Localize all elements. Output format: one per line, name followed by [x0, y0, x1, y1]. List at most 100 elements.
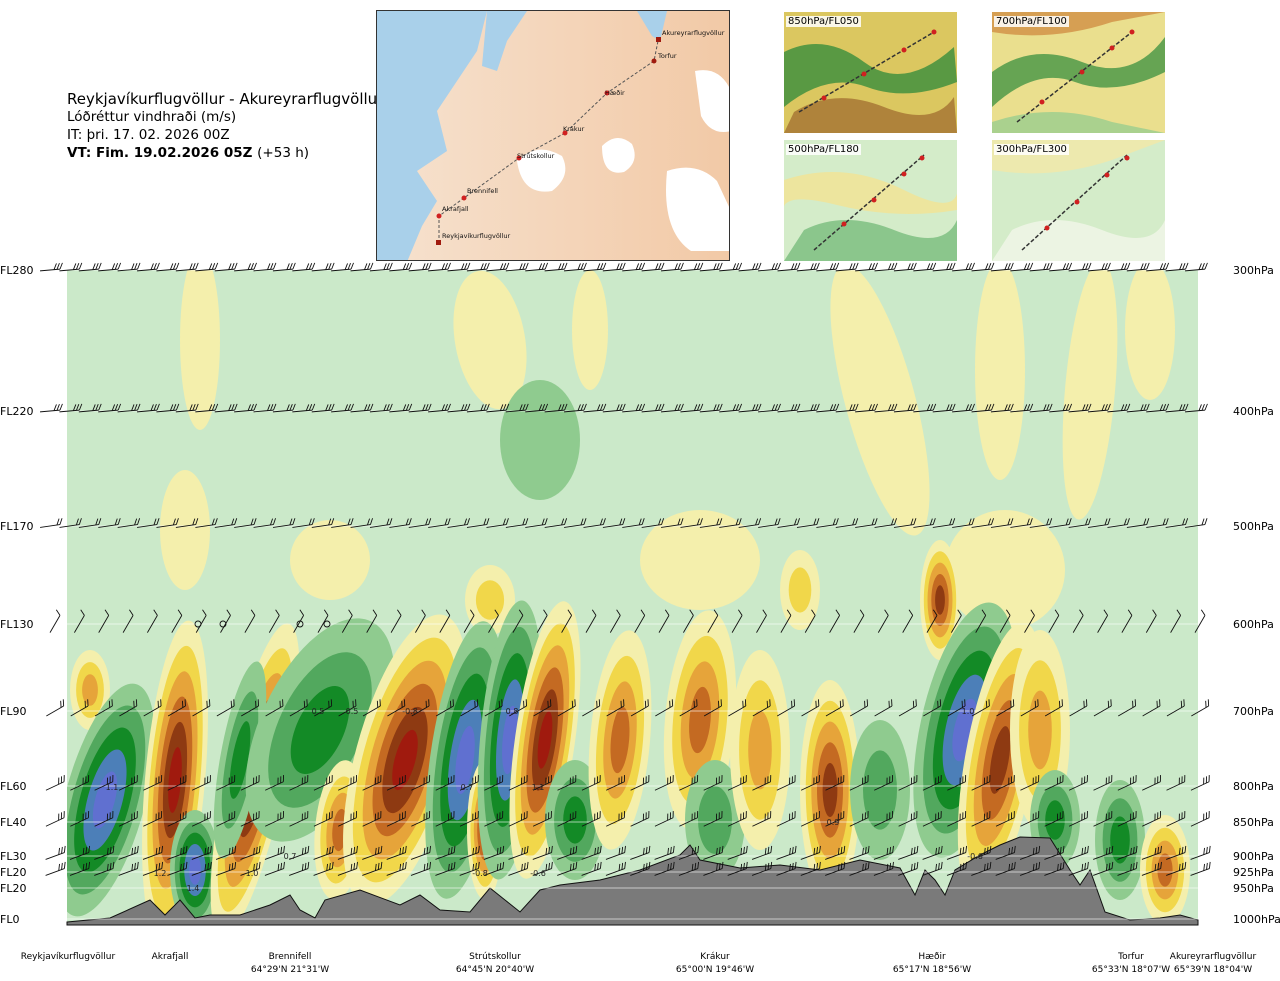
wind-barb — [926, 609, 938, 633]
wind-barb — [699, 518, 723, 528]
downdraft-cell — [588, 630, 652, 850]
wind-barb — [234, 262, 257, 272]
wind-barb — [1118, 699, 1137, 717]
wind-barb — [119, 699, 138, 717]
wind-barb — [758, 262, 781, 272]
value-label: 1.1 — [106, 783, 119, 792]
wind-barb — [703, 699, 722, 717]
wind-barb — [136, 403, 160, 413]
wind-barb — [338, 811, 357, 827]
wind-barb — [369, 403, 393, 413]
map-label: Reykjavíkurflugvöllur — [442, 232, 511, 240]
flight-level-label: FL0 — [0, 913, 19, 926]
wind-barb — [777, 699, 796, 717]
downdraft-cell — [830, 270, 930, 536]
wind-barb — [641, 262, 665, 272]
wind-barb — [122, 609, 134, 633]
value-label: 0.7 — [284, 852, 297, 861]
location-label: Akureyrarflugvöllur — [1170, 952, 1257, 962]
downdraft-cell — [180, 270, 220, 430]
thumbnail-300hpa[interactable]: 300hPa/FL300 — [992, 140, 1165, 261]
wind-barb — [655, 699, 674, 717]
location-coord: 64°29'N 21°31'W — [251, 965, 329, 975]
wind-barb — [1020, 699, 1039, 717]
route-points — [436, 37, 661, 245]
wind-barb — [583, 262, 607, 272]
wind-barb — [902, 609, 914, 633]
wind-barb — [536, 609, 548, 633]
wind-barb — [1142, 811, 1161, 827]
wind-barb — [952, 403, 975, 413]
wind-barb — [923, 699, 942, 717]
wind-barb — [78, 262, 102, 272]
wind-barb — [1093, 811, 1113, 827]
wind-barb — [561, 609, 572, 633]
wind-barb — [630, 861, 651, 876]
wind-barb — [1141, 845, 1162, 860]
wind-barb — [796, 262, 820, 272]
wind-barb — [214, 518, 238, 528]
wind-barb — [118, 845, 139, 860]
pressure-label: 800hPa — [1233, 780, 1274, 793]
updraft-cell — [1095, 780, 1145, 900]
thumbnail-500hpa[interactable]: 500hPa/FL180 — [784, 140, 957, 261]
wind-barb — [634, 609, 646, 633]
wind-barb — [289, 811, 309, 827]
map-label: Hæðir — [605, 89, 625, 97]
updraft-cell — [500, 380, 580, 500]
wind-barb — [996, 699, 1015, 717]
wind-barb — [1145, 609, 1157, 633]
wind-barb — [728, 699, 747, 717]
wind-barb — [191, 811, 211, 827]
wind-barb — [1146, 403, 1170, 413]
wind-barb — [175, 262, 199, 272]
location-coord: 65°33'N 18°07'W — [1092, 965, 1170, 975]
wind-barb — [435, 699, 454, 717]
wind-barb — [435, 861, 456, 876]
wind-barb — [447, 262, 471, 272]
wind-barb — [913, 262, 937, 272]
downdraft-cell — [730, 650, 790, 850]
value-label: 0.8 — [506, 707, 519, 716]
wind-barb — [94, 775, 114, 791]
value-label: -0.8 — [472, 869, 488, 878]
flight-level-axis: FL280 FL220 FL170 FL130 FL90 FL60 FL40 FL30 FL20… — [0, 264, 33, 926]
wind-barb — [98, 262, 122, 272]
wind-barb — [800, 811, 820, 827]
thumbnail-700hpa[interactable]: 700hPa/FL100 — [992, 12, 1165, 133]
wind-barb — [800, 861, 821, 876]
wind-barb — [311, 518, 335, 528]
wind-barb — [313, 775, 333, 791]
wind-barb — [1146, 518, 1169, 528]
wind-barb — [463, 609, 475, 633]
wind-barb — [874, 811, 893, 827]
wind-barb — [898, 775, 918, 791]
downdraft-cell — [572, 270, 608, 390]
wind-barb — [1044, 845, 1065, 860]
wind-barb — [630, 699, 649, 717]
wind-barb — [727, 775, 747, 791]
wind-barb — [1170, 609, 1181, 633]
pressure-label: 900hPa — [1233, 850, 1274, 863]
wind-barb — [143, 775, 163, 791]
wind-barb — [40, 518, 63, 528]
location-label: Strútskollur — [469, 952, 521, 962]
wind-barb — [1020, 811, 1040, 827]
wind-barb — [583, 518, 606, 528]
map-label: Brennifell — [467, 187, 498, 195]
wind-barb — [117, 518, 141, 528]
wind-barb — [369, 518, 393, 528]
wind-barb — [1069, 699, 1088, 717]
updraft-cell — [170, 810, 220, 925]
wind-barb — [78, 518, 102, 528]
wind-barb — [898, 699, 917, 717]
wind-barb — [289, 861, 310, 876]
wind-barb — [679, 775, 699, 791]
wind-barb — [922, 811, 942, 827]
wind-barb — [234, 518, 257, 528]
wind-barb — [971, 845, 992, 860]
wind-barb — [825, 775, 845, 791]
wind-barb — [508, 775, 528, 791]
wind-barb — [508, 861, 529, 876]
thumbnail-850hpa[interactable]: 850hPa/FL050 — [784, 12, 957, 133]
